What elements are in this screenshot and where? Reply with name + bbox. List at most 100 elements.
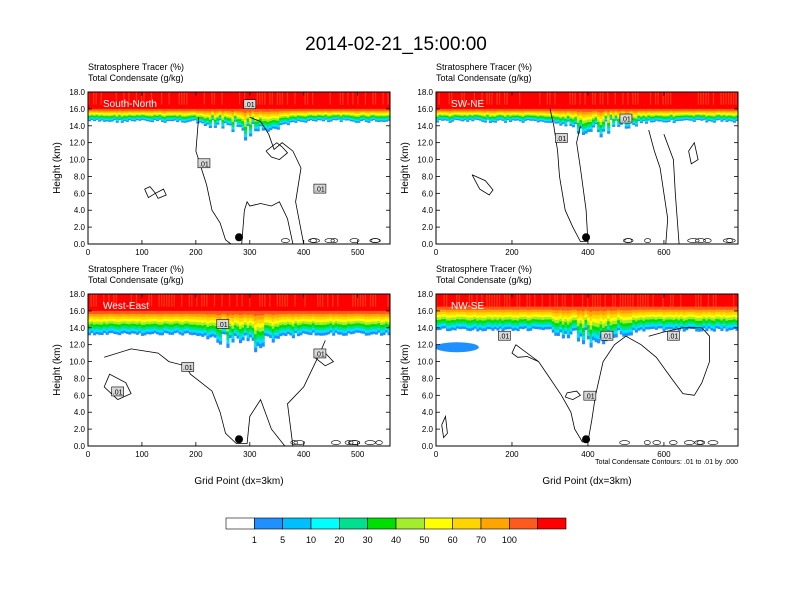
tracer-cell (364, 113, 368, 116)
tracer-cell (597, 121, 601, 125)
tracer-cell (344, 313, 348, 317)
tracer-cell (289, 329, 293, 333)
tracer-cell (113, 112, 117, 115)
tracer-cell (554, 119, 558, 122)
tracer-cell (634, 114, 638, 118)
tracer-cell (261, 120, 265, 124)
y-tick-label: 8.0 (74, 374, 86, 383)
panel-subtitle: Total Condensate (g/kg) (436, 73, 532, 83)
tracer-cell (163, 322, 167, 326)
tracer-cell (191, 108, 195, 111)
tracer-cell (239, 108, 243, 112)
tracer-cell (514, 115, 518, 117)
tracer-cell (213, 123, 217, 126)
tracer-cell (692, 311, 696, 315)
tracer-cell (602, 108, 606, 112)
tracer-cell (299, 329, 303, 333)
tracer-cell (491, 114, 495, 117)
tracer-cell (171, 110, 175, 113)
x-tick-label: 100 (135, 248, 149, 257)
tracer-cell (554, 316, 558, 320)
tracer-cell (599, 115, 603, 119)
tracer-cell (529, 314, 533, 318)
tracer-cell (614, 110, 618, 112)
tracer-cell (342, 324, 346, 328)
tracer-cell (564, 309, 568, 314)
tracer-cell (652, 114, 656, 117)
tracer-cell (725, 120, 729, 123)
tracer-cell (471, 118, 475, 120)
tracer-cell (296, 111, 300, 114)
tracer-cell (201, 319, 205, 323)
colorbar-swatch (480, 517, 510, 530)
surface-contour (290, 440, 298, 445)
tracer-cell (281, 112, 285, 115)
tracer-cell (448, 108, 452, 111)
tracer-cell (592, 114, 596, 118)
tracer-cell (314, 112, 318, 115)
tracer-cell (339, 310, 343, 315)
tracer-cell (614, 113, 618, 116)
tracer-cell (311, 310, 316, 314)
tracer-cell (644, 314, 648, 318)
contour-label: .01 (585, 394, 595, 401)
tracer-cell (228, 112, 233, 115)
tracer-cell (508, 306, 513, 310)
tracer-cell (246, 114, 250, 117)
tracer-cell (251, 317, 255, 322)
tracer-cell (93, 116, 97, 119)
tracer-streak (168, 294, 170, 307)
tracer-cell (612, 118, 616, 122)
tracer-cell (246, 337, 250, 342)
tracer-cell (158, 114, 162, 117)
tracer-cell (604, 306, 608, 312)
tracer-cell (352, 112, 356, 115)
tracer-cell (607, 114, 611, 118)
tracer-cell (614, 326, 618, 331)
tracer-cell (644, 323, 648, 327)
tracer-cell (624, 125, 628, 129)
tracer-cell (334, 112, 338, 115)
tracer-cell (281, 122, 285, 125)
tracer-cell (514, 309, 518, 313)
tracer-cell (652, 313, 656, 317)
tracer-cell (213, 310, 217, 315)
tracer-cell (322, 332, 326, 336)
tracer-cell (155, 111, 160, 114)
tracer-cell (334, 327, 338, 331)
tracer-cell (524, 111, 528, 114)
tracer-cell (569, 116, 573, 119)
tracer-cell (130, 327, 134, 331)
tracer-cell (712, 309, 716, 313)
tracer-cell (624, 123, 628, 127)
tracer-cell (619, 309, 623, 314)
tracer-cell (349, 108, 353, 111)
tracer-cell (732, 113, 737, 116)
tracer-cell (649, 306, 654, 310)
tracer-cell (387, 112, 390, 115)
tracer-streak (339, 92, 341, 105)
tracer-cell (619, 315, 623, 320)
tracer-cell (113, 118, 117, 121)
tracer-streak (249, 294, 251, 307)
tracer-cell (160, 111, 165, 114)
tracer-cell (286, 310, 290, 314)
tracer-cell (88, 326, 92, 331)
tracer-cell (700, 108, 704, 111)
tracer-cell (103, 114, 107, 117)
tracer-cell (529, 111, 533, 114)
tracer-cell (705, 118, 709, 122)
tracer-cell (529, 115, 533, 117)
tracer-cell (544, 108, 548, 111)
tracer-cell (387, 310, 390, 315)
tracer-cell (123, 117, 127, 120)
tracer-cell (191, 116, 195, 119)
tracer-cell (233, 119, 238, 122)
tracer-cell (301, 117, 306, 120)
tracer-cell (193, 108, 197, 111)
tracer-cell (133, 108, 137, 111)
tracer-cell (153, 325, 157, 329)
tracer-cell (155, 321, 160, 325)
tracer-cell (133, 111, 137, 114)
tracer-streak (95, 294, 97, 307)
